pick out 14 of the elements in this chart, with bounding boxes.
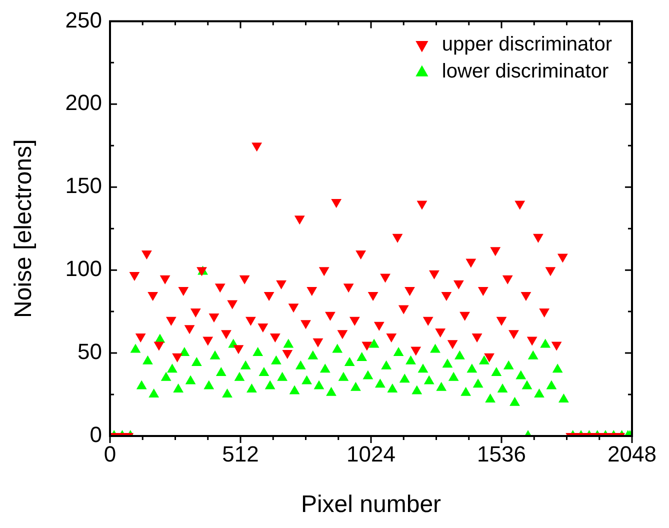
y-tick-label: 50 [78,339,102,364]
y-tick-label: 250 [65,7,102,32]
y-tick-label: 0 [90,422,102,448]
x-tick-label: 512 [222,441,259,466]
x-tick-label: 1024 [346,441,396,466]
x-tick-label: 1536 [477,441,526,466]
legend-label: lower discriminator [442,60,609,83]
y-axis-title: Noise [electrons] [10,139,38,318]
x-axis-title: Pixel number [300,491,442,518]
legend-label: upper discriminator [442,34,612,56]
y-tick-label: 100 [65,256,102,282]
y-tick-label: 150 [65,173,102,198]
y-tick-label: 200 [65,90,102,116]
x-tick-label: 2048 [608,441,656,466]
